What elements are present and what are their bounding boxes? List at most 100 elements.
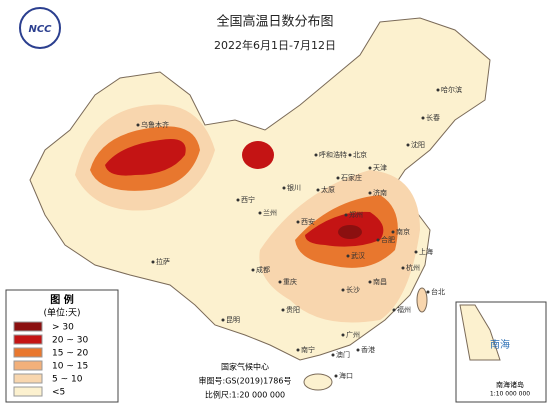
legend-label: 5 ~ 10 [52,375,83,385]
city-dot [341,288,345,292]
legend-swatch [13,334,43,345]
city-dot [391,230,395,234]
city-dot [368,166,372,170]
city-dot [392,308,396,312]
city-label: 银川 [287,183,301,192]
city-label: 合肥 [381,235,395,244]
city-label: 呼和浩特 [319,150,347,159]
city-label: 台北 [431,287,445,296]
footer-org: 国家气候中心 [221,362,269,372]
city-dot [344,213,348,217]
city-dot [376,238,380,242]
legend-box [5,289,119,403]
city-dot [281,308,285,312]
city-label: 南宁 [301,345,315,354]
city-label: 上海 [419,247,433,256]
heat-zone [338,225,362,239]
logo-ring [19,7,61,49]
city-dot [296,220,300,224]
legend-swatch [13,321,43,332]
logo: NCC [28,24,52,35]
city-dot [221,318,225,322]
legend-swatch [13,386,43,397]
city-label: 西安 [301,217,315,226]
city-dot [401,266,405,270]
city-label: 天津 [373,164,387,172]
city-dot [334,374,338,378]
city-label: 郑州 [349,211,363,219]
heat-zone [105,139,186,176]
footer-approval: 审图号:GS(2019)1786号 [199,376,292,386]
city-dot [414,250,418,254]
subtitle: 2022年6月1日-7月12日 [214,38,336,52]
city-label: 重庆 [283,277,297,286]
city-dot [336,176,340,180]
city-label: 成都 [256,265,270,274]
legend-label: 20 ~ 30 [52,336,88,346]
city-dot [368,280,372,284]
city-dot [356,348,360,352]
city-dot [368,191,372,195]
legend-swatch [13,347,43,358]
city-label: 拉萨 [156,257,170,266]
taiwan [416,287,428,313]
city-label: 长春 [426,113,440,122]
city-label: 乌鲁木齐 [141,120,169,129]
footer-scale: 比例尺:1:20 000 000 [205,390,285,400]
city-label: 沈阳 [411,140,425,149]
title: 全国高温日数分布图 [216,14,333,30]
city-label: 杭州 [406,263,420,272]
city-label: 北京 [353,150,367,159]
city-label: 西宁 [241,195,255,204]
city-label: 澳门 [336,350,350,359]
city-label: 香港 [361,345,375,354]
legend-unit: (单位:天) [43,307,80,319]
inset-land [459,304,501,361]
city-label: 武汉 [351,251,365,260]
city-dot [314,153,318,157]
city-dot [251,268,255,272]
legend-label: <5 [52,388,65,398]
city-label: 昆明 [226,316,240,324]
city-label: 太原 [321,185,335,194]
legend-label: 10 ~ 15 [52,362,88,372]
city-dot [346,254,350,258]
legend-swatch [13,360,43,371]
city-label: 海口 [339,371,353,380]
city-dot [331,353,335,357]
hainan [303,373,333,391]
city-dot [406,143,410,147]
city-dot [258,211,262,215]
city-dot [236,198,240,202]
city-dot [421,116,425,120]
legend-label: > 30 [52,323,74,333]
heat-zone [242,141,274,169]
city-dot [136,123,140,127]
city-dot [296,348,300,352]
legend-title: 图 例 [50,293,73,306]
inset-label: 南海 [490,338,510,351]
city-label: 石家庄 [341,173,362,182]
city-dot [436,88,440,92]
city-dot [316,188,320,192]
city-label: 福州 [397,305,411,314]
inset-scale: 1:10 000 000 [490,391,530,398]
city-dot [348,153,352,157]
city-label: 兰州 [263,208,277,217]
legend-swatch [13,373,43,384]
city-label: 长沙 [346,285,360,294]
inset-caption: 南海诸岛 [496,380,524,389]
city-label: 南昌 [373,277,387,286]
city-label: 济南 [373,188,387,197]
city-label: 广州 [346,330,360,339]
city-dot [278,280,282,284]
city-dot [426,290,430,294]
city-dot [282,186,286,190]
city-label: 贵阳 [286,305,300,314]
legend-label: 15 ~ 20 [52,349,88,359]
city-label: 哈尔滨 [441,85,462,94]
city-label: 南京 [396,227,410,236]
city-dot [151,260,155,264]
city-dot [341,333,345,337]
